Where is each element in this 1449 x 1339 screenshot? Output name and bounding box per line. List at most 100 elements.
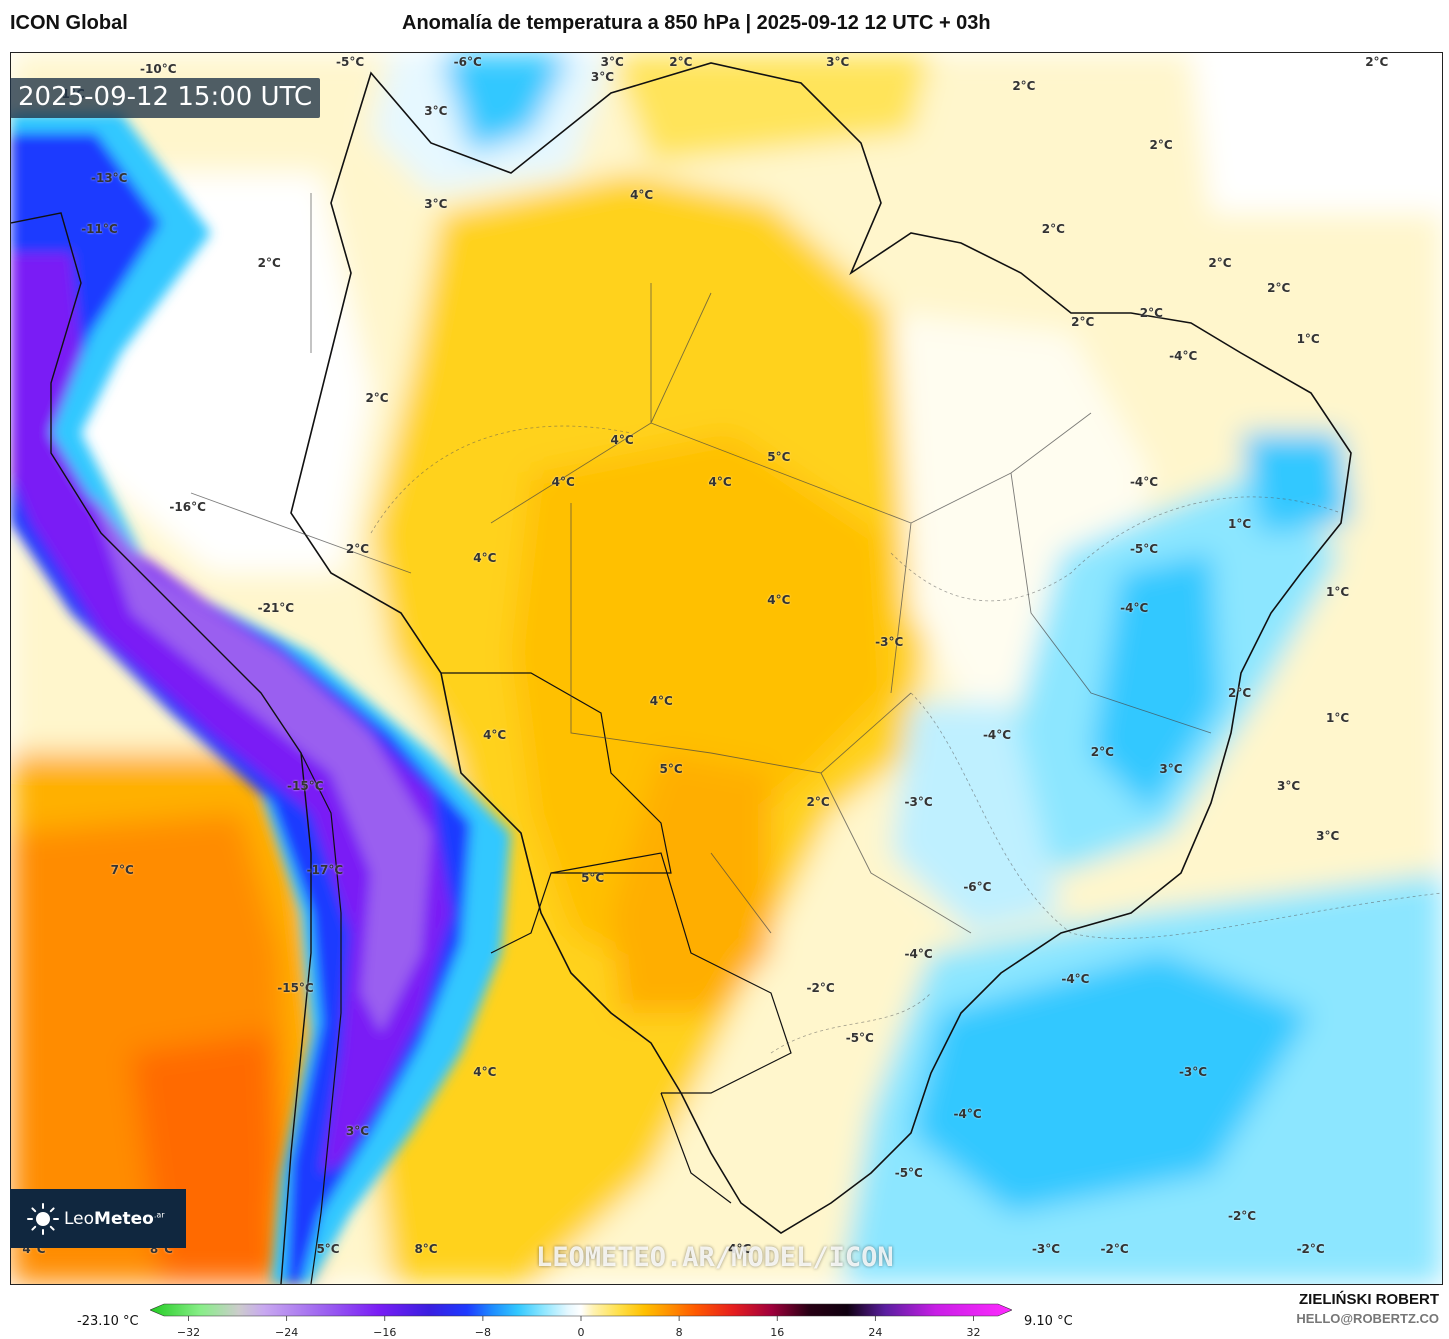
- contour-value-label: 3°C: [424, 104, 448, 119]
- author-email: HELLO@ROBERTZ.CO: [1296, 1311, 1439, 1326]
- contour-value-label: 2°C: [1149, 137, 1173, 152]
- contour-value-label: -17°C: [306, 862, 344, 877]
- contour-value-label: -4°C: [982, 727, 1012, 742]
- contour-value-label: -3°C: [1031, 1242, 1061, 1257]
- contour-value-label: -2°C: [806, 980, 835, 995]
- contour-value-label: -15°C: [277, 980, 314, 995]
- sun-icon: [27, 1202, 59, 1235]
- contour-value-label: 8°C: [414, 1242, 438, 1257]
- colorbar-tick-label: 16: [770, 1326, 785, 1339]
- colorbar-min-label: -23.10 °C: [77, 1314, 139, 1329]
- watermark-url: LEOMETEO.AR/MODEL/ICON: [536, 1242, 894, 1273]
- contour-value-label: 2°C: [1208, 255, 1232, 270]
- author-credit: ZIELIŃSKI ROBERT HELLO@ROBERTZ.CO: [1296, 1291, 1439, 1326]
- contour-value-label: 4°C: [473, 1065, 497, 1080]
- contour-value-label: -4°C: [1169, 348, 1198, 363]
- contour-value-label: 2°C: [1071, 314, 1095, 329]
- contour-value-label: -5°C: [1129, 542, 1159, 557]
- contour-value-label: -4°C: [953, 1107, 982, 1122]
- contour-value-label: -4°C: [1129, 475, 1159, 489]
- contour-value-label: 2°C: [1041, 222, 1065, 237]
- colorbar-tick-label: −32: [176, 1326, 201, 1339]
- contour-value-label: 4°C: [473, 550, 497, 565]
- colorbar-gradient: [150, 1303, 1012, 1321]
- contour-value-label: 7°C: [110, 862, 134, 877]
- contour-value-label: -15°C: [287, 778, 324, 793]
- chart-title: Anomalía de temperatura a 850 hPa | 2025…: [402, 12, 991, 34]
- model-name: ICON Global: [10, 12, 128, 34]
- colorbar-tick-label: −8: [474, 1326, 491, 1339]
- contour-value-label: 2°C: [257, 255, 281, 270]
- contour-value-label: 1°C: [1296, 331, 1320, 346]
- colorbar-tick-label: 24: [868, 1326, 883, 1339]
- contour-value-label: 2°C: [1267, 281, 1291, 296]
- contour-value-label: 5°C: [659, 761, 683, 776]
- contour-value-label: -6°C: [963, 879, 992, 894]
- author-name: ZIELIŃSKI ROBERT: [1298, 1291, 1439, 1308]
- colorbar-tick-label: 8: [675, 1326, 683, 1339]
- contour-value-label: -4°C: [1120, 601, 1149, 616]
- logo-text: LeoMeteo.ar: [64, 1208, 165, 1229]
- contour-value-label: 1°C: [1227, 517, 1252, 532]
- contour-value-label: 4°C: [649, 694, 673, 709]
- contour-value-label: 2°C: [669, 55, 693, 69]
- colorbar-tick-label: 0: [577, 1326, 585, 1339]
- contour-value-label: 3°C: [600, 55, 624, 69]
- colorbar-tick-label: 32: [966, 1326, 981, 1339]
- contour-value-label: -2°C: [1296, 1242, 1325, 1257]
- contour-value-label: 4°C: [708, 475, 732, 489]
- dashed-contours: [370, 425, 1442, 1054]
- contour-value-label: -11°C: [81, 222, 118, 237]
- contour-value-label: -4°C: [904, 947, 933, 962]
- contour-value-label: 2°C: [1139, 306, 1163, 321]
- state-borders: [190, 193, 1212, 934]
- contour-value-label: 3°C: [1159, 761, 1183, 776]
- contour-value-label: 2°C: [1090, 744, 1114, 759]
- contour-value-label: -2°C: [1227, 1208, 1257, 1223]
- contour-value-label: -6°C: [453, 55, 482, 69]
- contour-value-label: -10°C: [140, 61, 177, 76]
- contour-value-label: 4°C: [728, 1242, 752, 1257]
- contour-value-label: 5°C: [767, 449, 791, 464]
- contour-value-label: 3°C: [1316, 829, 1340, 844]
- contour-value-label: 2°C: [365, 390, 389, 405]
- contour-value-label: 5°C: [581, 871, 605, 886]
- contour-value-label: -3°C: [875, 635, 904, 650]
- colorbar-tick-label: −24: [275, 1326, 299, 1339]
- contour-value-label: -2°C: [1100, 1242, 1129, 1257]
- geographic-borders: [11, 62, 1352, 1284]
- contour-value-label: -3°C: [1178, 1065, 1208, 1080]
- map-canvas: [11, 53, 1442, 1284]
- contour-value-label: -5°C: [894, 1166, 923, 1181]
- contour-value-label: -13°C: [91, 171, 128, 186]
- anomaly-map: -6°C -5°C 3°C 2°C 3°C 2°C -10°C 1°C 3°C 2°C 3°C 2°C…: [10, 52, 1443, 1285]
- contour-value-label: -4°C: [1061, 972, 1090, 987]
- valid-time-badge: 2025-09-12 15:00 UTC: [10, 78, 321, 118]
- contour-value-label: 1°C: [1325, 711, 1350, 726]
- contour-value-label: 2°C: [1012, 78, 1036, 93]
- leometeo-logo: LeoMeteo.ar: [10, 1189, 186, 1248]
- contour-value-label: 3°C: [424, 196, 448, 211]
- contour-value-label: 3°C: [826, 55, 850, 69]
- contour-value-label: 1°C: [1325, 584, 1350, 599]
- contour-value-label: 2°C: [1227, 685, 1252, 700]
- contour-value-label: 3°C: [345, 1124, 369, 1139]
- contour-value-label: 4°C: [630, 188, 654, 203]
- contour-value-label: -3°C: [904, 795, 933, 810]
- contour-value-label: 4°C: [551, 475, 575, 489]
- andes-cold-band: [11, 113, 511, 1284]
- contour-value-label: 4°C: [767, 593, 791, 608]
- contour-value-label: 5°C: [316, 1242, 340, 1257]
- contour-value-label: 3°C: [1276, 778, 1301, 793]
- contour-value-label: -21°C: [257, 601, 295, 616]
- contour-value-label: 2°C: [345, 542, 369, 557]
- contour-value-label: 4°C: [610, 432, 634, 447]
- contour-value-label: 2°C: [1365, 55, 1389, 69]
- contour-value-label: -16°C: [169, 500, 206, 515]
- contour-value-label: 2°C: [806, 795, 830, 810]
- contour-value-label: 3°C: [590, 70, 615, 85]
- colorbar-tick-label: −16: [373, 1326, 397, 1339]
- contour-value-label: -5°C: [845, 1031, 874, 1046]
- contour-value-label: 4°C: [483, 727, 507, 742]
- colorbar-max-label: 9.10 °C: [1024, 1314, 1073, 1329]
